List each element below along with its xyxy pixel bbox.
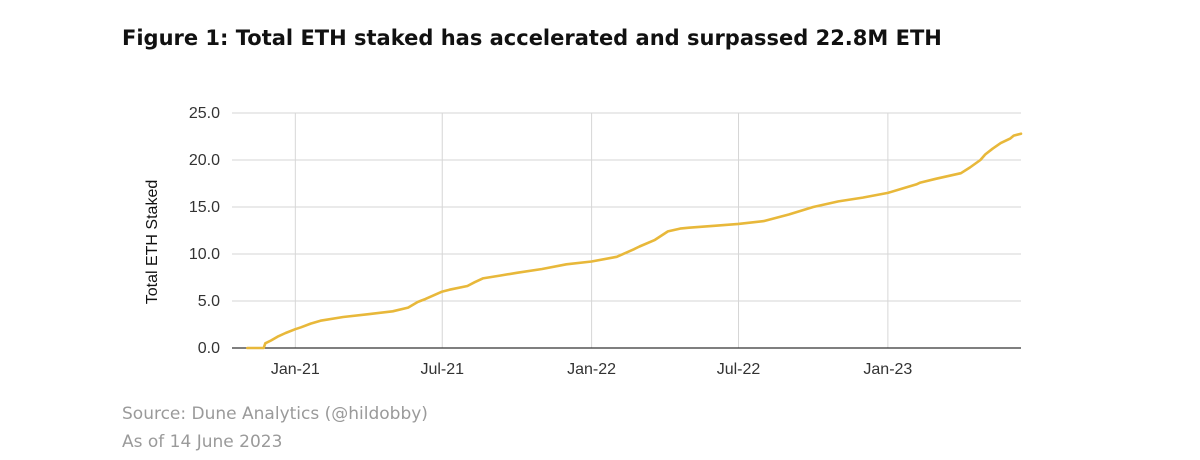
y-tick-label: 20.0 — [189, 152, 220, 169]
y-tick-label: 15.0 — [189, 199, 220, 216]
x-tick-label: Jul-21 — [420, 361, 464, 378]
y-axis-label: Total ETH Staked — [144, 180, 161, 305]
x-tick-label: Jan-23 — [863, 361, 912, 378]
y-tick-label: 25.0 — [189, 105, 220, 122]
y-tick-label: 10.0 — [189, 246, 220, 263]
figure-title: Figure 1: Total ETH staked has accelerat… — [122, 26, 942, 50]
x-tick-label: Jul-22 — [717, 361, 761, 378]
source-note: Source: Dune Analytics (@hildobby) — [122, 404, 428, 424]
series-layer — [246, 132, 1023, 350]
y-axis-ticks: 0.0 5.0 10.0 15.0 20.0 25.0 — [189, 105, 220, 357]
series-line — [246, 132, 1023, 350]
as-of-note: As of 14 June 2023 — [122, 432, 283, 452]
x-axis-ticks: Jan-21 Jul-21 Jan-22 Jul-22 Jan-23 — [271, 361, 913, 378]
x-tick-label: Jan-22 — [567, 361, 616, 378]
y-tick-label: 0.0 — [198, 340, 220, 357]
y-tick-label: 5.0 — [198, 293, 220, 310]
x-tick-label: Jan-21 — [271, 361, 320, 378]
gridlines — [232, 112, 1021, 349]
